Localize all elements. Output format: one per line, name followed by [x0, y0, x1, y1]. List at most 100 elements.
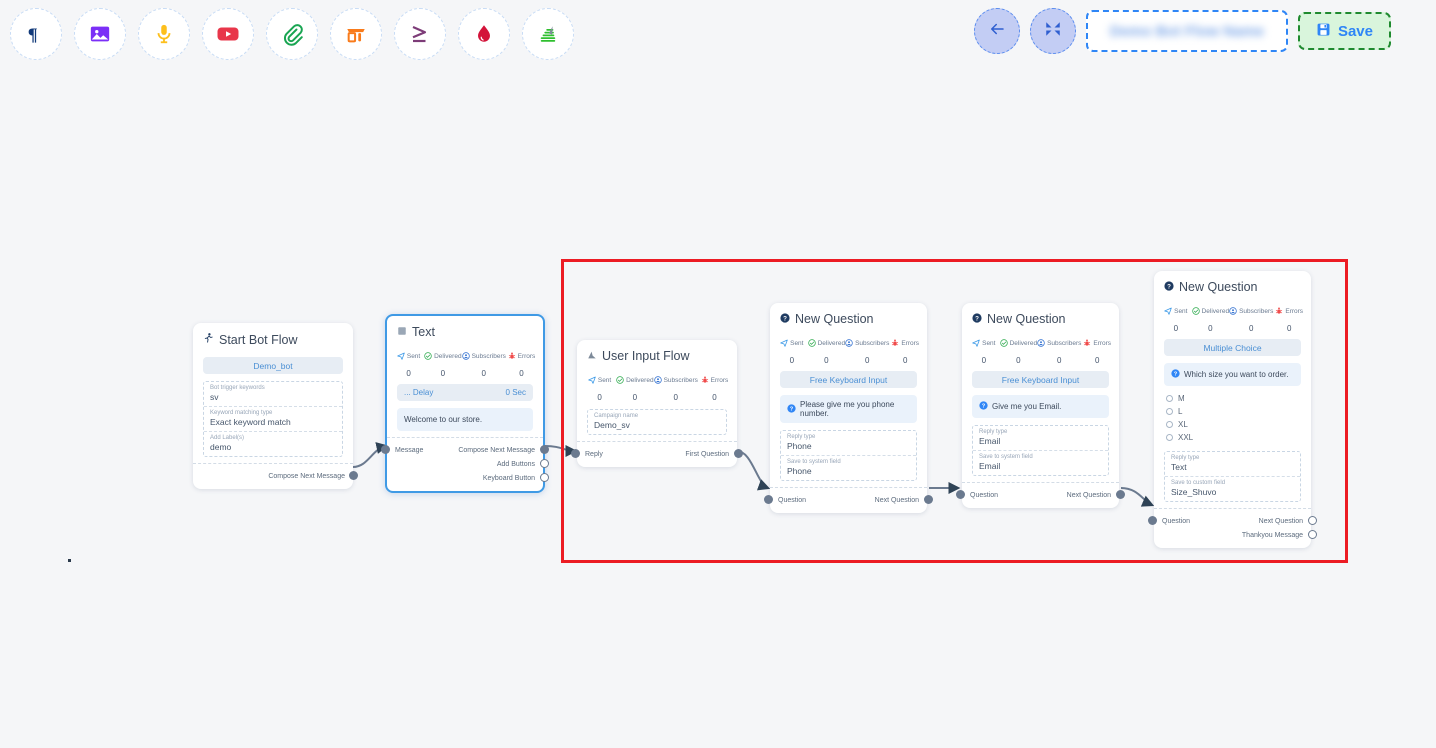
port-row-thankyou-message[interactable]: Thankyou Message	[1154, 528, 1317, 542]
fit-to-screen-button[interactable]	[1029, 8, 1076, 54]
field-label: Save to system field	[787, 459, 841, 465]
palette-store-button[interactable]	[330, 8, 382, 60]
output-port-dot[interactable]	[1116, 490, 1125, 499]
node-start-bot-flow[interactable]: Start Bot Flow Demo_bot Bot trigger keyw…	[193, 323, 358, 489]
delay-pill[interactable]: ... Delay 0 Sec	[397, 384, 533, 401]
port-row-keyboard-button[interactable]: Keyboard Button	[387, 471, 549, 485]
choice-option[interactable]: M	[1164, 392, 1301, 405]
choice-option[interactable]: XXL	[1164, 431, 1301, 444]
block-palette-toolbar: ¶	[10, 8, 574, 60]
question-icon: ?	[1171, 369, 1180, 380]
radio-icon[interactable]	[1166, 434, 1173, 441]
stat-label: Errors	[710, 376, 729, 384]
question-icon: ?	[780, 312, 790, 326]
stat-value: 0	[597, 393, 602, 402]
back-button[interactable]	[973, 8, 1020, 54]
output-port-dot[interactable]	[540, 473, 549, 482]
palette-stack-button[interactable]	[522, 8, 574, 60]
radio-icon[interactable]	[1166, 421, 1173, 428]
output-port-dot[interactable]	[540, 459, 549, 468]
output-port-dot[interactable]	[734, 449, 743, 458]
question-message-box[interactable]: ? Please give me you phone number.	[780, 395, 917, 423]
node-new-question-email[interactable]: ? New Question Sent 0 Delivere	[956, 303, 1125, 508]
port-label: Keyboard Button	[482, 474, 535, 482]
radio-icon[interactable]	[1166, 408, 1173, 415]
text-message-box[interactable]: Welcome to our store.	[397, 408, 533, 431]
field-reply-type[interactable]: Reply type Email	[973, 426, 1108, 451]
choice-option[interactable]: XL	[1164, 418, 1301, 431]
field-reply-type[interactable]: Reply type Text	[1165, 452, 1300, 477]
palette-condition-button[interactable]	[394, 8, 446, 60]
node-header: ? New Question	[962, 303, 1119, 330]
port-label: Question	[970, 491, 999, 499]
field-save-to-system-field[interactable]: Save to system field Phone	[781, 456, 916, 480]
field-label: Keyword matching type	[210, 410, 273, 416]
input-port-dot[interactable]	[764, 495, 773, 504]
stat-value: 0	[1173, 324, 1179, 333]
input-port-dot[interactable]	[381, 445, 390, 454]
svg-text:?: ?	[982, 404, 986, 410]
port-label: Reply	[585, 450, 603, 458]
stat-sent: Sent 0	[583, 371, 616, 402]
node-new-question-phone[interactable]: ? New Question Sent 0 Delivere	[764, 303, 933, 513]
input-port-dot[interactable]	[571, 449, 580, 458]
port-row-add-buttons[interactable]: Add Buttons	[387, 457, 549, 471]
output-port-dot[interactable]	[1308, 530, 1317, 539]
question-type-pill[interactable]: Multiple Choice	[1164, 339, 1301, 356]
stat-delivered: Delivered 0	[616, 371, 654, 402]
port-row-question[interactable]: Question Next Question	[956, 488, 1125, 502]
node-text[interactable]: Text Sent 0 Delivered 0	[381, 314, 549, 493]
output-port-dot[interactable]	[1308, 516, 1317, 525]
field-value: Demo_sv	[594, 420, 630, 430]
stat-label: Delivered	[626, 376, 654, 384]
output-port-dot[interactable]	[924, 495, 933, 504]
errors-icon	[701, 371, 709, 389]
port-row-question[interactable]: Question Next Question	[764, 493, 933, 507]
choice-option[interactable]: L	[1164, 405, 1301, 418]
output-port-dot[interactable]	[540, 445, 549, 454]
stat-value: 0	[632, 393, 638, 402]
output-port-dot[interactable]	[349, 471, 358, 480]
question-icon: ?	[979, 401, 988, 412]
field-save-to-system-field[interactable]: Save to system field Email	[973, 451, 1108, 475]
field-label: Save to system field	[979, 454, 1033, 460]
stat-value: 0	[1016, 356, 1021, 365]
choice-label: M	[1178, 394, 1185, 403]
stat-label: Subscribers	[1239, 307, 1274, 315]
bot-name-value: Demo_bot	[253, 360, 293, 371]
port-row-question[interactable]: Question Next Question	[1148, 514, 1317, 528]
field-value: Phone	[787, 441, 812, 451]
node-new-question-size[interactable]: ? New Question Sent 0 Delivere	[1148, 271, 1317, 548]
palette-attachment-button[interactable]	[266, 8, 318, 60]
palette-droplet-button[interactable]	[458, 8, 510, 60]
field-campaign-name[interactable]: Campaign name Demo_sv	[588, 410, 726, 434]
field-reply-type[interactable]: Reply type Phone	[781, 431, 916, 456]
port-row-compose-next-message[interactable]: Compose Next Message	[193, 469, 358, 483]
question-message-box[interactable]: ? Give me you Email.	[972, 395, 1109, 418]
palette-text-button[interactable]: ¶	[10, 8, 62, 60]
input-port-dot[interactable]	[956, 490, 965, 499]
question-message-box[interactable]: ? Which size you want to order.	[1164, 363, 1301, 386]
stat-value: 0	[1208, 324, 1213, 333]
question-type-pill[interactable]: Free Keyboard Input	[780, 371, 917, 388]
palette-youtube-button[interactable]	[202, 8, 254, 60]
subscribers-icon	[845, 334, 853, 352]
input-port-dot[interactable]	[1148, 516, 1157, 525]
field-bot-trigger-keywords[interactable]: Bot trigger keywords sv	[204, 382, 342, 407]
field-save-to-custom-field[interactable]: Save to custom field Size_Shuvo	[1165, 477, 1300, 501]
question-type-pill[interactable]: Free Keyboard Input	[972, 371, 1109, 388]
port-row-reply[interactable]: Reply First Question	[571, 447, 743, 461]
bot-name-pill: Demo_bot	[203, 357, 343, 374]
palette-image-button[interactable]	[74, 8, 126, 60]
palette-audio-button[interactable]	[138, 8, 190, 60]
radio-icon[interactable]	[1166, 395, 1173, 402]
field-add-labels[interactable]: Add Label(s) demo	[204, 432, 342, 456]
save-button[interactable]: Save	[1297, 12, 1391, 50]
stat-label: Subscribers	[1047, 339, 1082, 347]
field-keyword-matching-type[interactable]: Keyword matching type Exact keyword matc…	[204, 407, 342, 432]
flow-title-input[interactable]: Demo Bot Flow Name	[1085, 10, 1288, 52]
node-user-input-flow[interactable]: User Input Flow Sent 0 Delivered	[571, 340, 743, 467]
port-row-message[interactable]: Message Compose Next Message	[381, 443, 549, 457]
question-fields: Reply type Text Save to custom field Siz…	[1164, 451, 1301, 502]
